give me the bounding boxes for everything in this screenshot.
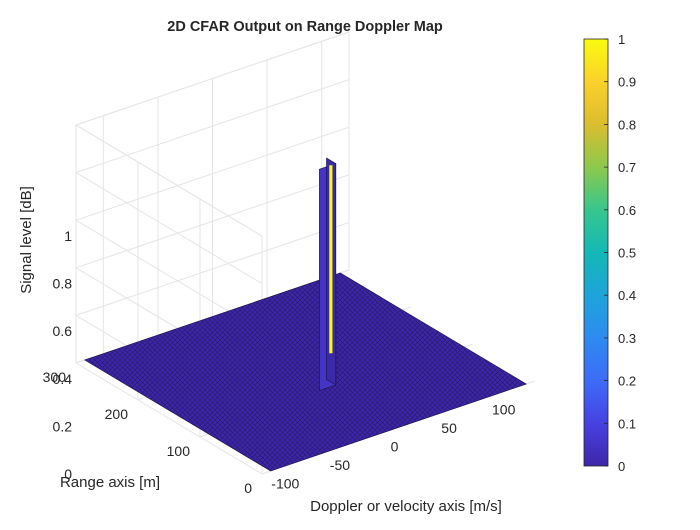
surface-plot (83, 157, 528, 472)
grid-line (75, 31, 350, 126)
z-axis-label: Signal level [dB] (18, 186, 35, 294)
z-tick-label: 0.6 (53, 323, 73, 339)
detection-peak (319, 157, 337, 391)
z-tick-label: 0.4 (53, 371, 73, 387)
colorbar-tick-label: 0.4 (618, 288, 636, 303)
axes: 0 0.2 0.4 0.6 0.8 1 -100 -50 0 50 100 0 100 200 300 (43, 228, 516, 496)
x-tick-label: 100 (492, 401, 516, 417)
grid-line (75, 362, 263, 475)
y-tick-label: 100 (167, 443, 191, 459)
colorbar-tick-label: 0.6 (618, 203, 636, 218)
grid-line (75, 221, 350, 316)
z-tick-label: 0 (64, 466, 72, 482)
chart-title: 2D CFAR Output on Range Doppler Map (167, 19, 443, 35)
colorbar-tick-label: 1 (618, 32, 625, 47)
x-axis-label: Doppler or velocity axis [m/s] (310, 498, 502, 515)
colorbar-tick-label: 0.5 (618, 246, 636, 261)
colorbar-tick-label: 0.2 (618, 374, 636, 389)
colorbar-tick-label: 0.7 (618, 160, 636, 175)
colorbar-tick-label: 0.3 (618, 331, 636, 346)
y-tick-label: 300 (43, 369, 67, 385)
grid-line (75, 126, 350, 221)
grid-line (75, 124, 263, 237)
y-tick-label: 200 (105, 406, 129, 422)
y-axis-label: Range axis [m] (60, 474, 160, 491)
x-tick-label: -50 (330, 457, 350, 473)
y-tick-label: 0 (244, 480, 252, 496)
z-tick-label: 0.2 (53, 418, 73, 434)
colorbar-ticks: 0 0.1 0.2 0.3 0.4 0.5 0.6 0.7 0.8 0.9 1 (604, 32, 636, 474)
colorbar-tick-label: 0.8 (618, 117, 636, 132)
x-tick-label: 0 (391, 439, 399, 455)
surface-floor (83, 272, 528, 472)
grid-line (75, 174, 350, 269)
x-tick-label: 50 (441, 420, 457, 436)
grid-line (75, 172, 263, 285)
colorbar: 0 0.1 0.2 0.3 0.4 0.5 0.6 0.7 0.8 0.9 1 (583, 32, 636, 474)
colorbar-tick-label: 0.9 (618, 75, 636, 90)
colorbar-tick-label: 0.1 (618, 416, 636, 431)
grid-line (75, 79, 350, 174)
x-tick-label: -100 (271, 476, 299, 492)
z-tick-label: 1 (64, 228, 72, 244)
colorbar-tick-label: 0 (618, 459, 625, 474)
z-tick-label: 0.8 (53, 276, 73, 292)
